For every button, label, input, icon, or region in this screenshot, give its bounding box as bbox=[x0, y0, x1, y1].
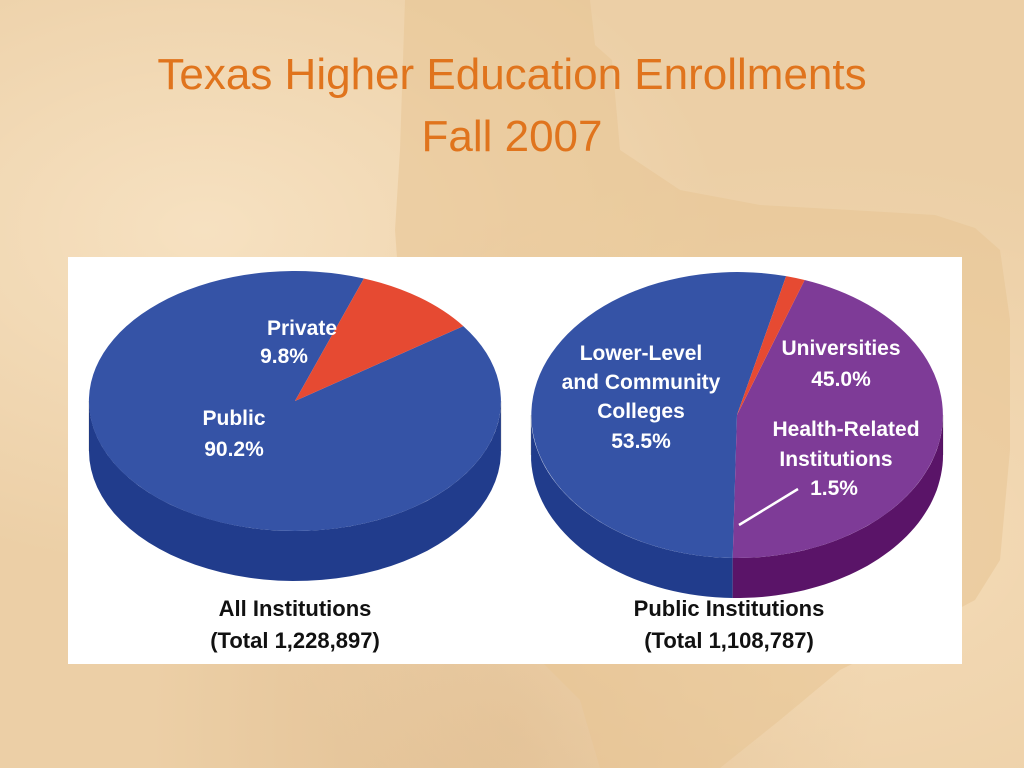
pie-2-slice-universities bbox=[732, 280, 943, 559]
caption-all-institutions: All Institutions bbox=[219, 596, 372, 621]
pie-charts: Private 9.8% Public 90.2% All Institutio… bbox=[88, 270, 944, 653]
pie-chart-all-institutions: Private 9.8% Public 90.2% All Institutio… bbox=[88, 270, 502, 653]
pie-1-slice-private bbox=[295, 278, 464, 401]
slide-title: Texas Higher Education Enrollments Fall … bbox=[0, 44, 1024, 168]
pie-2-edge bbox=[530, 415, 944, 455]
pie-chart-public-institutions: Universities 45.0% Health-Related Instit… bbox=[530, 272, 944, 653]
pie-2-slice-health-related bbox=[737, 276, 805, 415]
pie-2-slices bbox=[531, 272, 943, 559]
pie-1-slice-public bbox=[88, 270, 501, 531]
pie-1-edge bbox=[88, 401, 502, 451]
pie-1-side-public bbox=[89, 401, 501, 581]
caption-all-institutions-total: (Total 1,228,897) bbox=[210, 628, 380, 653]
slide-title-line-2: Fall 2007 bbox=[421, 112, 603, 161]
pie-2-slice-lower-level bbox=[531, 272, 787, 558]
slice-value-universities: 45.0% bbox=[811, 368, 871, 391]
pie-1-slices bbox=[88, 270, 501, 531]
caption-public-institutions: Public Institutions bbox=[634, 596, 825, 621]
slice-label-lower-level-line-3: Colleges bbox=[597, 400, 685, 423]
slice-label-private: Private bbox=[267, 317, 337, 340]
pie-2-depth bbox=[530, 415, 944, 598]
slice-value-health-related: 1.5% bbox=[810, 477, 858, 500]
slice-label-universities: Universities bbox=[781, 337, 900, 360]
pie-2-side-universities bbox=[732, 415, 943, 598]
pie-1-depth bbox=[88, 401, 502, 581]
slice-label-health-related-line-1: Health-Related bbox=[772, 418, 919, 441]
slice-label-health-related-line-2: Institutions bbox=[779, 448, 892, 471]
slide-title-line-1: Texas Higher Education Enrollments bbox=[157, 50, 867, 99]
chart-panel: Private 9.8% Public 90.2% All Institutio… bbox=[68, 257, 962, 664]
slice-value-lower-level: 53.5% bbox=[611, 430, 671, 453]
caption-public-institutions-total: (Total 1,108,787) bbox=[644, 628, 814, 653]
slice-label-lower-level-line-2: and Community bbox=[562, 371, 721, 394]
slice-label-public: Public bbox=[202, 407, 265, 430]
slice-value-private: 9.8% bbox=[260, 345, 308, 368]
slice-label-lower-level-line-1: Lower-Level bbox=[580, 342, 703, 365]
slice-value-public: 90.2% bbox=[204, 438, 264, 461]
health-related-leader-line bbox=[738, 487, 799, 527]
pie-2-side-lower-level bbox=[531, 420, 733, 598]
